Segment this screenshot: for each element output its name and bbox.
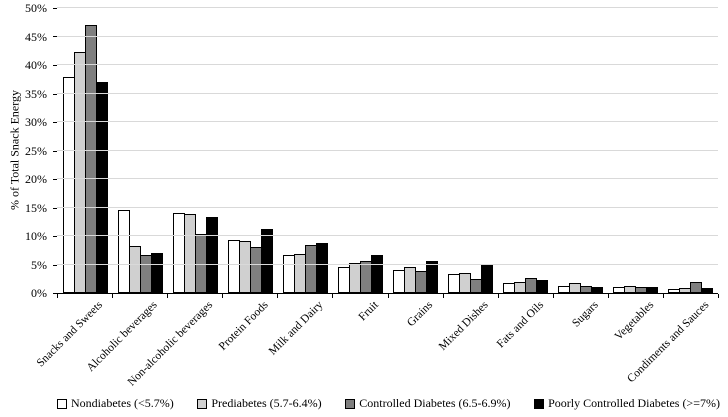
bar-poorly-1 bbox=[150, 253, 163, 293]
x-axis-label: Protein Foods bbox=[216, 299, 271, 353]
bar-group bbox=[112, 8, 167, 293]
bar-poorly-7 bbox=[481, 264, 494, 293]
legend-swatch bbox=[57, 398, 67, 409]
legend-label: Controlled Diabetes (6.5-6.9%) bbox=[359, 396, 511, 410]
bar-group bbox=[222, 8, 277, 293]
bar-poorly-3 bbox=[260, 229, 273, 293]
bar-poorly-9 bbox=[591, 287, 604, 293]
legend-swatch bbox=[197, 398, 208, 409]
bar-poorly-4 bbox=[315, 243, 328, 293]
bar-controlled-11 bbox=[690, 282, 703, 293]
legend-swatch bbox=[534, 398, 545, 409]
legend-item: Poorly Controlled Diabetes (>=7%) bbox=[534, 396, 720, 411]
bar-poorly-6 bbox=[426, 261, 438, 293]
y-tick-label: 40% bbox=[25, 58, 47, 72]
x-axis-tick bbox=[608, 294, 609, 298]
bars-container bbox=[57, 8, 718, 293]
x-axis-tick bbox=[388, 294, 389, 298]
bar-poorly-2 bbox=[205, 217, 218, 293]
x-axis-tick bbox=[332, 294, 333, 298]
legend-label: Prediabetes (5.7-6.4%) bbox=[211, 396, 322, 410]
y-tick-label: 30% bbox=[25, 115, 47, 129]
gridline bbox=[57, 92, 718, 94]
bar-poorly-10 bbox=[646, 287, 659, 293]
x-axis-label: Mixed Dishes bbox=[436, 299, 491, 353]
x-axis-label: Grains bbox=[405, 299, 436, 330]
y-axis-tick bbox=[53, 293, 57, 294]
x-axis-tick bbox=[167, 294, 168, 298]
bar-poorly-11 bbox=[701, 288, 714, 293]
legend-item: Controlled Diabetes (6.5-6.9%) bbox=[345, 396, 511, 411]
y-tick-label: 0% bbox=[31, 286, 47, 300]
x-axis-tick bbox=[112, 294, 113, 298]
y-axis-tick bbox=[53, 236, 57, 237]
x-axis-tick bbox=[553, 294, 554, 298]
gridline bbox=[57, 178, 718, 179]
gridline bbox=[57, 7, 718, 8]
y-axis-tick bbox=[53, 94, 57, 95]
x-axis-tick bbox=[222, 294, 223, 298]
y-tick-label: 5% bbox=[31, 257, 47, 272]
y-axis-tick bbox=[53, 36, 57, 37]
y-tick-label: 50% bbox=[25, 1, 47, 15]
y-axis-tick bbox=[53, 179, 57, 180]
bar-group bbox=[277, 8, 332, 293]
y-axis-tick bbox=[53, 8, 57, 9]
gridline bbox=[57, 149, 718, 151]
legend-label: Nondiabetes (<5.7%) bbox=[71, 396, 174, 410]
x-axis-tick bbox=[57, 294, 58, 298]
y-axis-tick bbox=[53, 265, 57, 266]
y-axis-tick bbox=[53, 208, 57, 209]
legend-item: Nondiabetes (<5.7%) bbox=[57, 396, 174, 411]
y-axis-tick bbox=[53, 65, 57, 66]
x-axis-tick bbox=[663, 294, 664, 298]
x-axis-label: Fats and Oils bbox=[494, 299, 546, 351]
bar-group bbox=[332, 8, 387, 293]
x-axis-tick bbox=[277, 294, 278, 298]
bar-poorly-8 bbox=[536, 280, 549, 293]
y-axis-tick bbox=[53, 151, 57, 152]
x-axis-label: Vegetables bbox=[612, 299, 656, 343]
y-tick-label: 25% bbox=[25, 143, 47, 158]
x-axis-label: Fruit bbox=[356, 299, 381, 324]
y-tick-label: 15% bbox=[25, 200, 47, 215]
x-axis-tick bbox=[443, 294, 444, 298]
gridline bbox=[57, 206, 718, 208]
gridline bbox=[57, 263, 718, 265]
y-tick-label: 45% bbox=[25, 29, 47, 44]
legend-item: Prediabetes (5.7-6.4%) bbox=[197, 396, 322, 411]
y-tick-label: 20% bbox=[25, 172, 47, 186]
bar-poorly-0 bbox=[95, 82, 108, 293]
bar-group bbox=[663, 8, 718, 293]
bar-group bbox=[57, 8, 112, 293]
gridline bbox=[57, 121, 718, 122]
x-axis-label: Sugars bbox=[570, 299, 601, 330]
legend-swatch bbox=[345, 398, 356, 409]
bar-group bbox=[498, 8, 553, 293]
x-axis-label: Milk and Dairy bbox=[266, 299, 326, 358]
x-axis-tick bbox=[718, 294, 719, 298]
y-axis-tick bbox=[53, 122, 57, 123]
legend-label: Poorly Controlled Diabetes (>=7%) bbox=[548, 396, 720, 410]
bar-poorly-5 bbox=[370, 255, 383, 293]
x-axis-tick bbox=[498, 294, 499, 298]
legend: Nondiabetes (<5.7%) Prediabetes (5.7-6.4%… bbox=[57, 396, 720, 411]
bar-group bbox=[387, 8, 442, 293]
plot-area bbox=[57, 7, 718, 294]
bar-group bbox=[553, 8, 608, 293]
bar-group bbox=[608, 8, 663, 293]
bar-group bbox=[443, 8, 498, 293]
gridline bbox=[57, 35, 718, 37]
y-tick-label: 10% bbox=[25, 229, 47, 243]
bar-group bbox=[167, 8, 222, 293]
y-tick-label: 35% bbox=[25, 86, 47, 101]
gridline bbox=[57, 235, 718, 236]
gridline bbox=[57, 64, 718, 65]
